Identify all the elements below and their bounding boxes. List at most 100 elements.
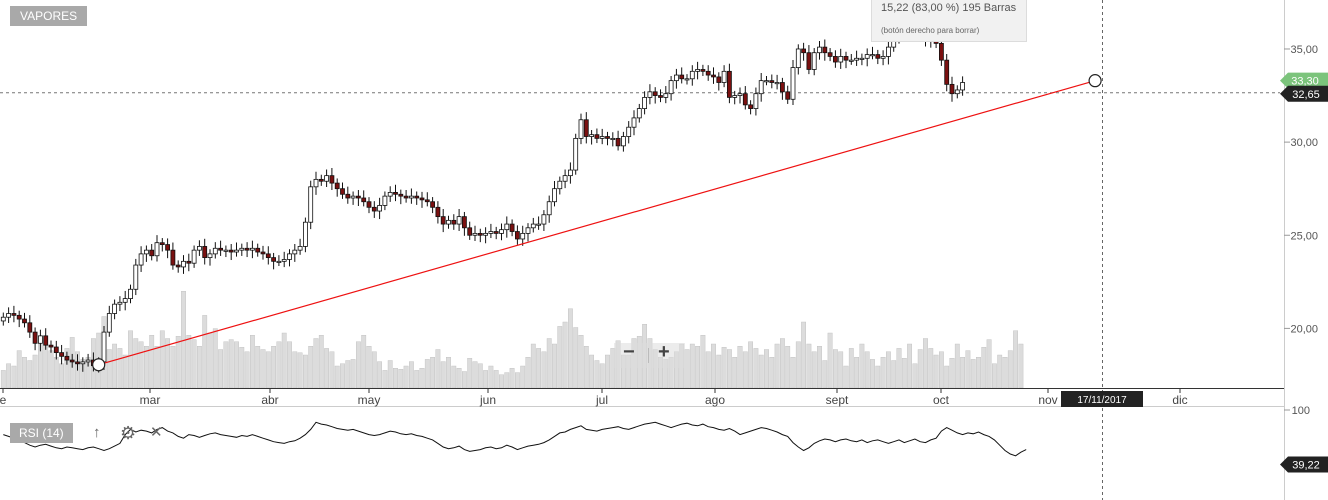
volume-bar — [573, 327, 579, 389]
volume-bar — [53, 357, 59, 389]
candle-up — [674, 74, 679, 82]
candle-down — [403, 195, 409, 199]
candle-down — [165, 244, 171, 251]
candle-up — [631, 117, 637, 128]
candle-up — [138, 253, 144, 266]
volume-bar — [249, 335, 255, 389]
volume-bar — [313, 338, 319, 389]
volume-bar — [976, 357, 981, 389]
candle-up — [525, 227, 531, 234]
candle-down — [493, 231, 499, 234]
volume-bar — [536, 348, 542, 389]
volume-bar — [944, 365, 950, 389]
volume-bar — [488, 365, 494, 389]
candle-down — [949, 83, 955, 95]
candle-up — [626, 126, 632, 137]
rsi-panel: 100 39,22 — [3, 405, 1328, 473]
volume-bar — [387, 360, 393, 389]
candle-down — [228, 249, 234, 253]
candle-up — [838, 56, 844, 63]
candle-down — [16, 314, 22, 320]
volume-bar — [552, 343, 557, 389]
volume-bar — [345, 360, 351, 389]
volume-bar — [695, 346, 701, 389]
volume-bar — [154, 346, 160, 389]
rsi-indicator-label[interactable]: RSI (14) — [10, 423, 73, 443]
volume-bar — [721, 347, 727, 389]
volume-bar — [260, 349, 266, 389]
gear-icon[interactable]: ⚙ — [120, 423, 137, 443]
candle-up — [191, 249, 197, 264]
volume-bar — [308, 346, 314, 389]
volume-bar — [223, 341, 229, 389]
volume-bar — [790, 357, 796, 389]
candle-down — [944, 59, 950, 85]
measure-tooltip: 15,22 (83,00 %) 195 Barras (botón derech… — [871, 0, 1027, 42]
candle-down — [202, 246, 208, 259]
candle-down — [605, 136, 610, 139]
volume-bar — [234, 341, 239, 389]
candle-up — [578, 119, 584, 139]
x-tick-label: e — [0, 393, 7, 407]
volume-bar — [6, 363, 12, 389]
candle-down — [414, 195, 420, 199]
trendline-group[interactable] — [92, 74, 1102, 372]
candle-down — [244, 247, 250, 251]
candle-up — [223, 249, 229, 252]
candle-down — [260, 251, 266, 255]
volume-bar — [292, 351, 298, 389]
candle-up — [880, 56, 886, 59]
volume-bar — [917, 349, 923, 389]
rsi-line — [3, 421, 1027, 457]
volume-bar — [520, 365, 526, 389]
candle-down — [334, 182, 340, 190]
symbol-label[interactable]: VAPORES — [10, 6, 88, 26]
candle-up — [239, 247, 245, 251]
volume-bar — [732, 357, 738, 389]
candle-down — [170, 249, 176, 266]
volume-bar — [891, 360, 897, 389]
candle-down — [509, 223, 515, 232]
volume-bar — [271, 346, 276, 389]
volume-bar — [350, 359, 356, 389]
volume-bar — [822, 360, 828, 389]
candle-up — [817, 46, 822, 54]
candle-up — [621, 136, 626, 147]
price-candles — [0, 20, 965, 373]
volume-bar — [0, 370, 6, 389]
candle-down — [769, 80, 775, 83]
volume-bar — [875, 365, 881, 389]
candle-up — [196, 246, 202, 251]
close-icon[interactable]: ✕ — [150, 424, 163, 441]
x-tick-label: nov — [1038, 393, 1057, 407]
candle-up — [472, 232, 478, 236]
volume-bar — [827, 332, 833, 389]
volume-bar — [727, 349, 732, 389]
candle-up — [854, 57, 859, 61]
volume-bar — [992, 363, 997, 389]
volume-bar — [393, 368, 398, 389]
y-tick-label: 35,00 — [1290, 44, 1318, 56]
volume-bar — [446, 357, 451, 389]
x-tick-label: ago — [705, 393, 725, 407]
arrow-up-icon[interactable]: ↑ — [93, 424, 101, 441]
volume-bar — [748, 341, 754, 389]
zoom-out-button[interactable]: − — [623, 341, 635, 363]
candle-down — [265, 253, 271, 259]
volume-bar — [997, 354, 1003, 389]
zoom-in-button[interactable]: + — [658, 341, 670, 363]
volume-bar — [403, 365, 409, 389]
candle-up — [122, 298, 128, 303]
volume-bar — [467, 358, 473, 389]
volume-bar — [769, 357, 775, 389]
volume-bar — [366, 346, 372, 389]
volume-bar — [795, 341, 801, 389]
volume-bar — [774, 343, 780, 389]
crosshair-date-label: 17/11/2017 — [1077, 395, 1127, 406]
volume-bar — [239, 347, 245, 389]
volume-bar — [499, 374, 504, 389]
volume-bar — [684, 349, 690, 389]
volume-bar — [430, 357, 435, 389]
volume-bar — [297, 352, 303, 389]
trendline-start-handle — [92, 358, 106, 372]
